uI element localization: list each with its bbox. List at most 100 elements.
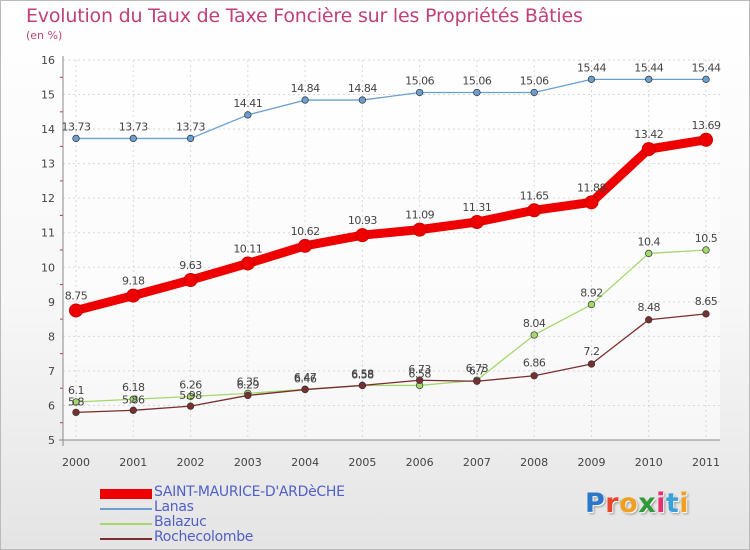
data-label: 15.06 [405, 74, 434, 87]
x-tick-label: 2003 [234, 456, 262, 469]
data-label: 15.06 [462, 74, 491, 87]
data-label: 13.73 [176, 120, 205, 133]
data-point [645, 75, 653, 83]
data-label: 15.44 [577, 61, 606, 74]
data-label: 8.48 [637, 301, 660, 314]
legend-swatch [100, 489, 152, 499]
data-point [358, 96, 367, 104]
proxiti-logo: Proxiti [585, 488, 690, 519]
data-point [129, 134, 137, 143]
data-point [129, 395, 137, 403]
x-tick-label: 2007 [463, 456, 491, 469]
data-label: 15.44 [692, 61, 721, 74]
data-label: 10.11 [233, 242, 262, 255]
data-label: 13.69 [692, 119, 721, 132]
x-tick-label: 2010 [635, 456, 663, 469]
data-point [473, 88, 481, 97]
data-point [72, 408, 80, 417]
data-point [530, 372, 538, 380]
data-label: 14.84 [291, 82, 320, 95]
series-line-2 [75, 249, 707, 403]
x-tick-label: 2004 [291, 456, 319, 469]
data-point [530, 88, 538, 97]
data-label: 5.86 [122, 393, 145, 406]
legend-label: Rochecolombe [154, 529, 254, 545]
data-point [240, 256, 255, 271]
data-point [527, 203, 542, 218]
data-label: 6.58 [351, 368, 374, 381]
data-label: 6.1 [68, 384, 84, 397]
data-label: 10.4 [637, 235, 660, 248]
data-label: 6.35 [237, 375, 260, 388]
y-tick-label: 16 [41, 54, 55, 67]
data-point [186, 134, 195, 143]
data-label: 6.18 [122, 381, 145, 394]
data-label: 14.84 [348, 82, 377, 95]
data-label: 5.8 [68, 395, 84, 408]
y-tick-label: 8 [48, 330, 55, 343]
data-label: 15.06 [520, 74, 549, 87]
data-point [469, 215, 484, 230]
data-point [645, 316, 653, 324]
data-label: 6.73 [408, 363, 431, 376]
y-tick-label: 11 [41, 227, 55, 240]
data-label: 6.58 [351, 367, 374, 380]
data-point [645, 249, 653, 258]
data-point [126, 288, 141, 303]
data-label: 5.98 [179, 389, 202, 402]
data-point [702, 310, 710, 318]
data-label: 6.86 [523, 357, 546, 370]
data-label: 7.2 [583, 345, 599, 358]
data-point [587, 360, 596, 368]
data-label: 9.18 [122, 275, 145, 288]
x-tick-label: 2006 [406, 456, 434, 469]
y-tick-label: 5 [48, 434, 55, 447]
data-point [69, 303, 83, 318]
chart-subtitle: (en %) [26, 29, 63, 42]
data-label: 13.73 [62, 120, 91, 133]
data-point [72, 398, 80, 406]
data-label: 10.5 [695, 232, 718, 245]
data-label: 11.65 [520, 189, 549, 202]
legend-label: SAINT-MAURICE-D'ARDèCHE [154, 484, 345, 500]
data-point [702, 75, 710, 83]
data-label: 11.31 [462, 201, 491, 214]
data-label: 11.88 [577, 181, 606, 194]
data-point [186, 392, 195, 401]
data-label: 6.29 [237, 378, 260, 391]
data-label: 8.65 [695, 295, 718, 308]
y-tick-label: 13 [41, 158, 55, 171]
data-label: 10.62 [291, 225, 320, 238]
data-point [301, 385, 309, 394]
data-point [584, 195, 599, 210]
data-label: 15.44 [634, 61, 663, 74]
legend-label: Lanas [154, 499, 194, 515]
data-point [415, 88, 424, 97]
series-line-3 [75, 313, 707, 414]
y-tick-label: 6 [48, 399, 55, 412]
data-label: 8.92 [580, 287, 603, 300]
data-point [358, 381, 367, 390]
data-label: 6.46 [294, 373, 317, 386]
data-point [699, 132, 713, 147]
data-point [355, 228, 370, 243]
data-label: 13.73 [119, 120, 148, 133]
data-label: 11.09 [405, 209, 434, 222]
y-tick-label: 15 [41, 89, 55, 102]
data-point [641, 142, 656, 157]
y-tick-label: 14 [41, 123, 55, 136]
data-label: 6.73 [466, 362, 489, 375]
y-tick-label: 7 [48, 365, 55, 378]
y-tick-label: 12 [41, 192, 55, 205]
data-label: 8.04 [523, 317, 546, 330]
data-point [415, 376, 424, 384]
legend-swatch [100, 508, 152, 510]
data-point [301, 96, 309, 104]
x-tick-label: 2009 [577, 456, 605, 469]
data-point [530, 331, 538, 339]
y-tick-label: 10 [41, 261, 55, 274]
legend-swatch [100, 538, 152, 540]
data-label: 9.63 [179, 259, 202, 272]
y-tick-label: 9 [48, 296, 55, 309]
